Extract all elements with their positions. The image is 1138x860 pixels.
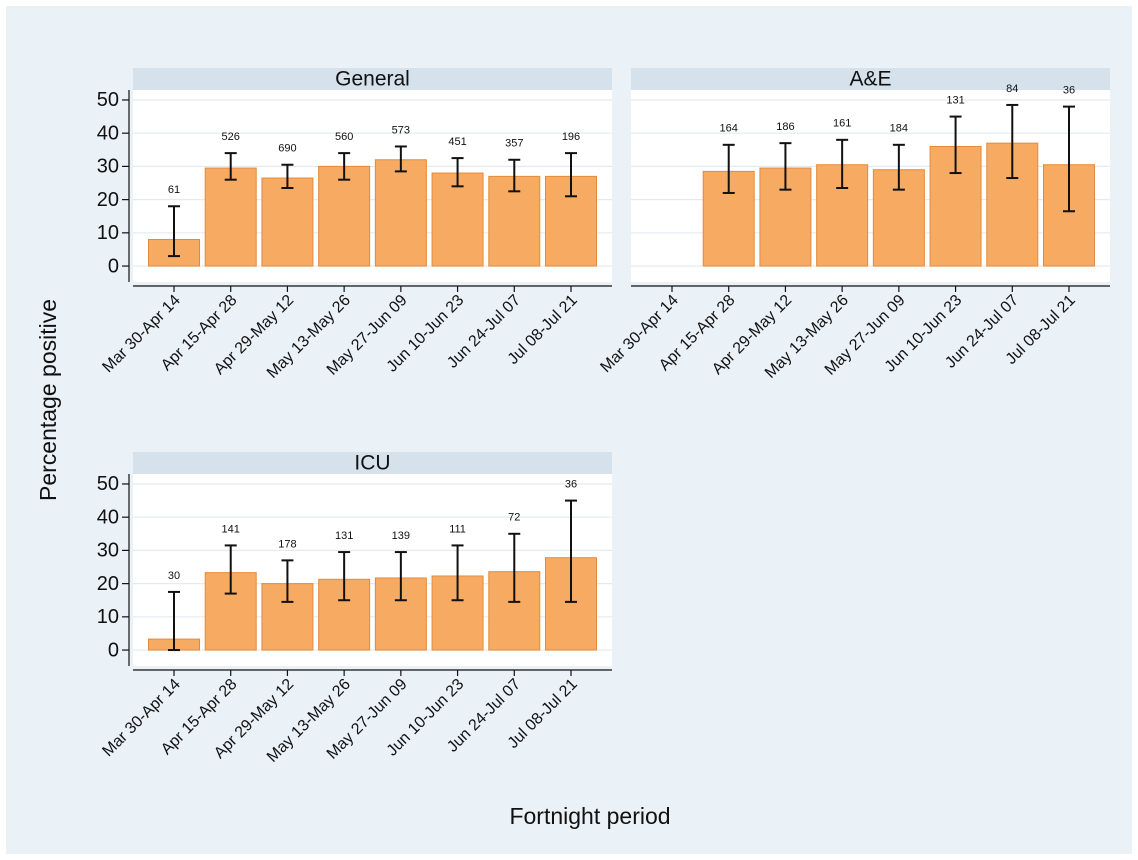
y-tick-label: 0 — [108, 255, 119, 277]
count-label: 451 — [448, 136, 466, 148]
count-label: 161 — [833, 118, 851, 130]
x-axis-label: Fortnight period — [509, 803, 670, 829]
count-label: 111 — [449, 523, 466, 535]
count-label: 560 — [335, 131, 353, 143]
count-label: 164 — [720, 123, 738, 135]
count-label: 186 — [776, 121, 794, 133]
panel-title: General — [335, 68, 410, 91]
bar — [929, 145, 982, 267]
count-label: 178 — [278, 538, 296, 550]
count-label: 196 — [562, 131, 580, 143]
y-tick-label: 40 — [97, 506, 119, 528]
panel-strip — [133, 452, 612, 474]
y-tick-label: 0 — [108, 639, 119, 661]
panel-title: A&E — [849, 68, 891, 91]
count-label: 30 — [168, 570, 180, 582]
count-label: 84 — [1006, 83, 1018, 95]
y-tick-label: 50 — [97, 89, 119, 111]
count-label: 141 — [222, 523, 240, 535]
panel-strip — [133, 68, 612, 90]
y-tick-label: 40 — [97, 122, 119, 144]
count-label: 72 — [508, 512, 520, 524]
bar — [261, 177, 314, 267]
count-label: 131 — [335, 530, 353, 542]
count-label: 139 — [392, 530, 410, 542]
count-label: 184 — [890, 123, 908, 135]
count-label: 357 — [505, 138, 523, 150]
count-label: 131 — [946, 94, 964, 106]
y-tick-label: 50 — [97, 473, 119, 495]
panel-strip — [631, 68, 1110, 90]
y-axis-label: Percentage positive — [35, 299, 61, 501]
bar — [431, 172, 484, 267]
count-label: 573 — [392, 124, 410, 136]
count-label: 61 — [168, 184, 180, 196]
y-tick-label: 10 — [97, 222, 119, 244]
bar — [318, 165, 371, 267]
count-label: 36 — [1063, 85, 1075, 97]
y-tick-label: 30 — [97, 156, 119, 178]
panel-title: ICU — [354, 452, 390, 475]
count-label: 36 — [565, 478, 577, 490]
bar — [374, 159, 427, 267]
bar — [204, 167, 257, 267]
y-tick-label: 20 — [97, 189, 119, 211]
y-tick-label: 20 — [97, 573, 119, 595]
y-tick-label: 30 — [97, 540, 119, 562]
count-label: 690 — [278, 143, 296, 155]
y-tick-label: 10 — [97, 606, 119, 628]
count-label: 526 — [222, 131, 240, 143]
